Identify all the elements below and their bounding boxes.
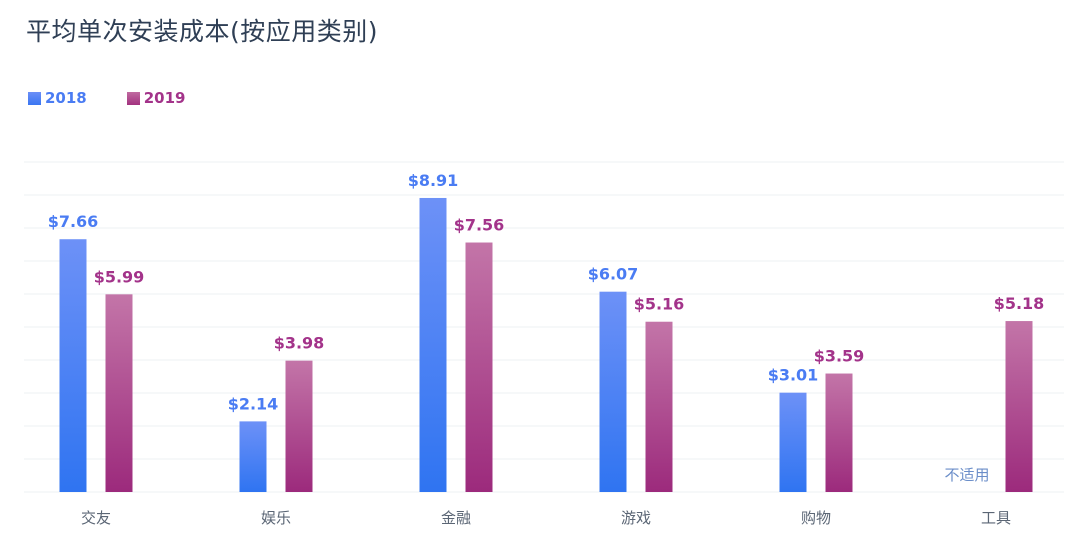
data-label-2019-2: $7.56 <box>454 216 505 235</box>
legend-swatch-2018 <box>28 91 41 105</box>
category-label-1: 娱乐 <box>261 509 291 527</box>
legend-label-2019: 2019 <box>143 89 186 107</box>
data-label-2019-1: $3.98 <box>274 334 325 353</box>
data-label-2018-4: $3.01 <box>768 366 819 385</box>
bar-2019-1[interactable] <box>285 360 313 492</box>
data-label-2018-1: $2.14 <box>228 394 279 413</box>
legend-swatch-2019 <box>126 91 140 105</box>
bars <box>59 197 1033 492</box>
bar-2018-0[interactable] <box>59 239 87 492</box>
data-label-2019-0: $5.99 <box>94 267 145 286</box>
bar-2019-4[interactable] <box>825 373 853 492</box>
legend-label-2018: 2018 <box>45 89 87 107</box>
data-label-2018-3: $6.07 <box>588 265 639 284</box>
na-label-2018-5: 不适用 <box>944 466 989 484</box>
chart-title: 平均单次安装成本(按应用类别) <box>26 17 379 46</box>
data-label-2018-2: $8.91 <box>408 171 459 190</box>
bar-2019-5[interactable] <box>1005 321 1033 492</box>
data-label-2018-0: $7.66 <box>48 212 99 231</box>
legend: 2018 2019 <box>28 89 186 107</box>
bar-2019-0[interactable] <box>105 294 133 492</box>
category-label-2: 金融 <box>441 509 471 527</box>
legend-item-2018[interactable]: 2018 <box>28 89 87 107</box>
data-labels: $7.66 $5.99 $2.14 $3.98 $8.91 $7.56 $6.07 $5.16… <box>48 171 1045 484</box>
category-label-0: 交友 <box>81 509 111 527</box>
bar-2018-4[interactable] <box>779 392 807 492</box>
data-label-2019-5: $5.18 <box>994 294 1045 313</box>
bar-2018-2[interactable] <box>419 197 447 492</box>
bar-2019-3[interactable] <box>645 321 673 492</box>
legend-item-2019[interactable]: 2019 <box>126 89 186 107</box>
category-label-5: 工具 <box>981 509 1011 527</box>
category-label-4: 购物 <box>801 509 831 527</box>
grid-lines <box>24 161 1064 493</box>
category-labels: 交友 娱乐 金融 游戏 购物 工具 <box>81 509 1011 527</box>
bar-2019-2[interactable] <box>465 242 493 492</box>
data-label-2019-4: $3.59 <box>814 347 865 366</box>
bar-2018-3[interactable] <box>599 291 627 492</box>
bar-2018-1[interactable] <box>239 421 267 492</box>
category-label-3: 游戏 <box>621 509 651 527</box>
data-label-2019-3: $5.16 <box>634 295 685 314</box>
